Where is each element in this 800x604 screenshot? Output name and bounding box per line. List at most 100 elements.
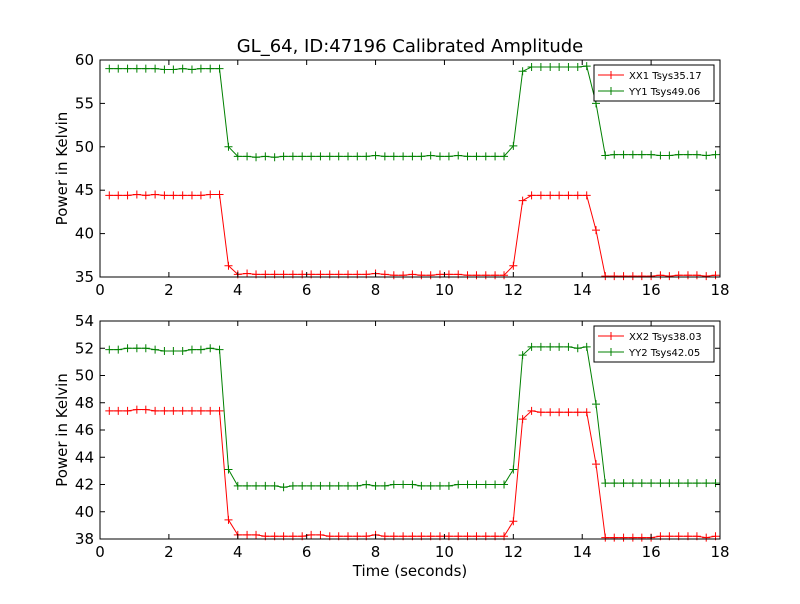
- data-point: [123, 406, 132, 415]
- data-point: [564, 191, 573, 200]
- data-point: [491, 271, 500, 280]
- data-point: [243, 152, 252, 161]
- data-point: [702, 479, 711, 488]
- y-tick-label: 54: [75, 312, 94, 330]
- data-point: [628, 533, 637, 542]
- data-point: [509, 517, 518, 526]
- data-point: [500, 271, 509, 280]
- legend-label: YY1 Tsys49.06: [628, 87, 700, 98]
- data-point: [252, 481, 261, 490]
- data-point: [408, 480, 417, 489]
- y-tick-label: 38: [75, 530, 94, 548]
- data-point: [619, 150, 628, 159]
- data-point: [160, 191, 169, 200]
- data-point: [656, 479, 665, 488]
- data-point: [426, 481, 435, 490]
- data-point: [656, 271, 665, 280]
- data-point: [298, 481, 307, 490]
- y-tick-label: 42: [75, 476, 94, 494]
- data-point: [573, 62, 582, 71]
- data-point: [555, 191, 564, 200]
- data-point: [637, 272, 646, 281]
- data-point: [426, 271, 435, 280]
- y-tick-label: 55: [75, 94, 94, 112]
- x-tick-label: 14: [573, 281, 592, 299]
- data-point: [243, 481, 252, 490]
- data-point: [582, 408, 591, 417]
- data-point: [160, 346, 169, 355]
- y-tick-label: 60: [75, 51, 94, 69]
- data-point: [243, 530, 252, 539]
- x-tick-label: 16: [642, 543, 661, 561]
- data-point: [132, 405, 141, 414]
- data-point: [178, 64, 187, 73]
- data-point: [196, 64, 205, 73]
- data-point: [555, 408, 564, 417]
- data-point: [132, 190, 141, 199]
- data-point: [307, 152, 316, 161]
- data-point: [389, 480, 398, 489]
- series-2: [105, 62, 720, 162]
- x-tick-label: 8: [371, 281, 381, 299]
- data-point: [518, 196, 527, 205]
- x-tick-label: 8: [371, 543, 381, 561]
- data-point: [592, 226, 600, 235]
- data-point: [151, 345, 160, 354]
- data-point: [187, 345, 196, 354]
- data-point: [692, 150, 701, 159]
- data-point: [215, 190, 224, 199]
- data-point: [270, 153, 279, 162]
- data-point: [151, 190, 160, 199]
- data-point: [114, 64, 123, 73]
- chart-title: GL_64, ID:47196 Calibrated Amplitude: [237, 36, 584, 57]
- series-line: [109, 194, 716, 277]
- data-point: [610, 272, 619, 281]
- legend-box: [593, 325, 715, 363]
- data-point: [362, 480, 371, 489]
- y-axis-label: Power in Kelvin: [53, 373, 71, 487]
- x-tick-label: 6: [302, 543, 312, 561]
- x-tick-label: 0: [95, 543, 105, 561]
- data-point: [325, 152, 334, 161]
- data-point: [224, 142, 233, 151]
- data-point: [536, 408, 545, 417]
- data-point: [178, 406, 187, 415]
- data-point: [141, 64, 150, 73]
- data-point: [224, 465, 233, 474]
- data-point: [573, 191, 582, 200]
- x-tick-label: 16: [642, 281, 661, 299]
- data-point: [491, 152, 500, 161]
- data-point: [132, 64, 141, 73]
- data-point: [619, 479, 628, 488]
- data-point: [196, 191, 205, 200]
- data-point: [454, 151, 463, 160]
- data-point: [399, 152, 408, 161]
- data-point: [114, 406, 123, 415]
- x-tick-label: 14: [573, 543, 592, 561]
- data-point: [215, 406, 224, 415]
- data-point: [674, 271, 683, 280]
- data-point: [288, 481, 297, 490]
- data-point: [444, 152, 453, 161]
- data-point: [426, 151, 435, 160]
- data-point: [564, 342, 573, 351]
- data-point: [582, 342, 591, 351]
- data-point: [141, 344, 150, 353]
- x-tick-label: 18: [710, 281, 729, 299]
- data-point: [711, 271, 720, 280]
- y-tick-label: 50: [75, 367, 94, 385]
- legend-marker: [607, 332, 615, 340]
- data-point: [316, 481, 325, 490]
- y-tick-label: 50: [75, 138, 94, 156]
- data-point: [637, 533, 646, 542]
- data-point: [325, 481, 334, 490]
- x-tick-label: 12: [504, 281, 523, 299]
- data-point: [105, 345, 114, 354]
- x-tick-label: 2: [164, 281, 174, 299]
- data-point: [637, 479, 646, 488]
- y-tick-label: 40: [75, 503, 94, 521]
- data-point: [518, 415, 527, 424]
- data-point: [187, 406, 196, 415]
- data-point: [243, 269, 252, 278]
- data-point: [628, 479, 637, 488]
